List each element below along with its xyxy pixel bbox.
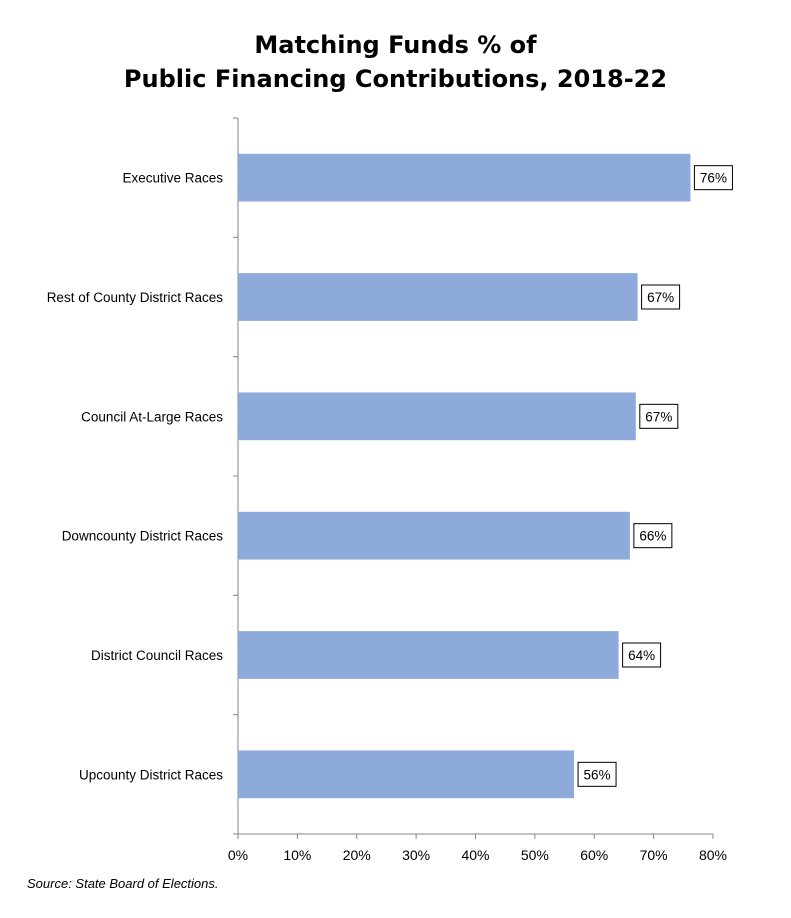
data-label-box — [633, 523, 673, 549]
data-label-box — [641, 284, 681, 310]
category-label: Rest of County District Races — [47, 290, 224, 305]
x-tick-label: 40% — [461, 847, 489, 863]
chart-axes — [233, 117, 714, 839]
category-label: Upcounty District Races — [79, 767, 223, 782]
chart-title: Matching Funds % of Public Financing Con… — [0, 28, 791, 96]
data-label-box — [622, 642, 662, 668]
bar — [238, 511, 630, 560]
data-label-box — [693, 165, 733, 191]
x-tick-label: 0% — [228, 847, 248, 863]
bar — [238, 631, 619, 679]
data-label-box — [577, 761, 617, 787]
x-tick-label: 20% — [343, 847, 371, 863]
bar — [238, 392, 636, 441]
bar — [238, 273, 638, 321]
chart-labels: 0% 10% 20% 30% 40% 50% 60% 70% 80% Executive Race… — [47, 165, 733, 863]
data-label-text: 64% — [628, 648, 655, 663]
category-label: Council At-Large Races — [81, 409, 223, 424]
data-label: 76% — [693, 165, 733, 191]
bar — [238, 153, 691, 202]
data-label: 56% — [577, 761, 617, 787]
data-label: 64% — [622, 642, 662, 668]
category-label: Executive Races — [122, 171, 223, 186]
x-tick-label: 30% — [402, 847, 430, 863]
category-label: District Council Races — [91, 648, 223, 663]
source-note: Source: State Board of Elections. — [27, 876, 219, 891]
data-label-text: 76% — [700, 171, 727, 186]
data-label-text: 67% — [647, 290, 674, 305]
data-label-text: 66% — [639, 529, 666, 544]
category-label: Downcounty District Races — [62, 529, 224, 544]
data-label: 66% — [633, 523, 673, 549]
x-tick-label: 70% — [640, 847, 668, 863]
chart-title-line-2: Public Financing Contributions, 2018-22 — [123, 65, 668, 93]
chart-title-line-1: Matching Funds % of — [254, 31, 537, 59]
bar — [238, 750, 575, 799]
x-tick-label: 50% — [521, 847, 549, 863]
data-label: 67% — [639, 403, 679, 429]
x-tick-label: 10% — [283, 847, 311, 863]
data-label-box — [639, 403, 679, 429]
data-label: 67% — [641, 284, 681, 310]
data-label-text: 67% — [645, 409, 672, 424]
x-tick-label: 60% — [580, 847, 608, 863]
data-label-text: 56% — [584, 767, 611, 782]
x-tick-label: 80% — [699, 847, 727, 863]
chart-bars — [238, 153, 691, 799]
